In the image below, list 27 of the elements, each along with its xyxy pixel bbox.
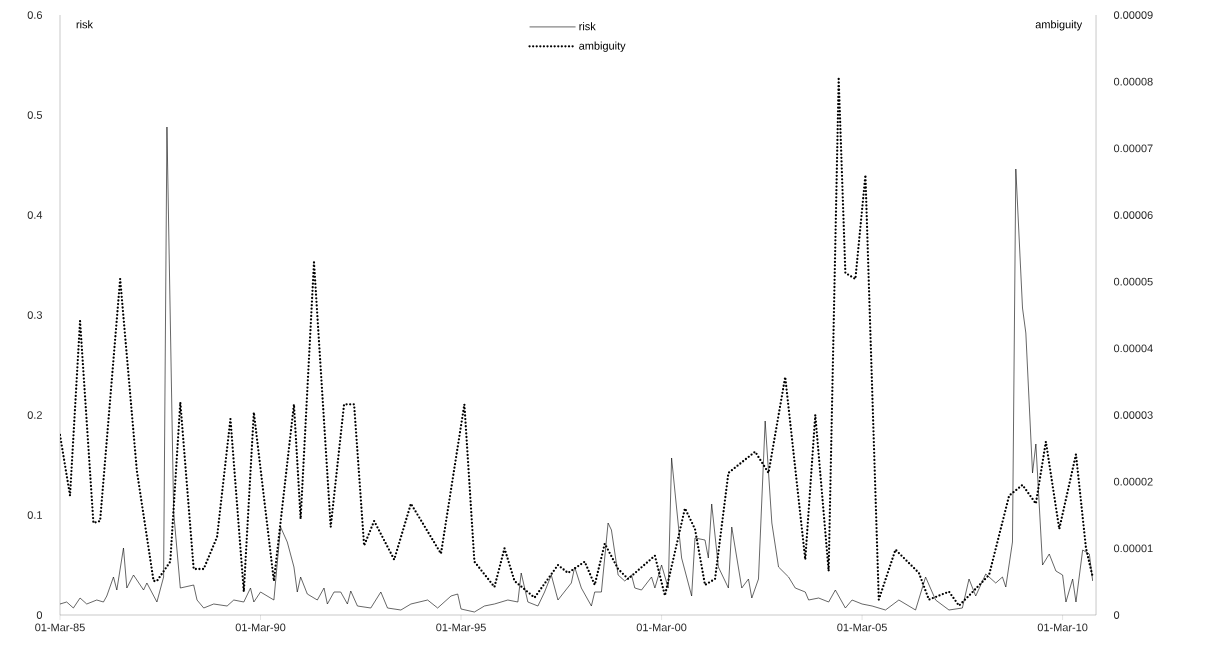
y2-tick-label: 0.00007 xyxy=(1113,144,1153,153)
y-tick-label: 0.2 xyxy=(27,411,42,419)
x-tick-label: 01-Mar-90 xyxy=(235,623,286,632)
y2-tick-label: 0.00003 xyxy=(1113,411,1153,419)
y-tick-label: 0.6 xyxy=(27,11,42,19)
y2-tick-label: 0.00009 xyxy=(1113,11,1153,19)
y-tick-label: 0.1 xyxy=(27,511,42,519)
y2-tick-label: 0.00004 xyxy=(1113,344,1153,353)
x-tick-label: 01-Mar-00 xyxy=(636,623,687,632)
x-tick-label: 01-Mar-05 xyxy=(837,623,887,632)
y2-tick-label: 0.00005 xyxy=(1113,277,1153,286)
y-tick-label: 0.5 xyxy=(27,111,43,119)
y2-tick-label: 0 xyxy=(1113,611,1120,619)
y2-tick-label: 0.00002 xyxy=(1113,477,1153,486)
y2-tick-label: 0.00001 xyxy=(1113,544,1153,553)
x-tick-label: 01-Mar-95 xyxy=(436,623,486,632)
y-tick-label: 0 xyxy=(36,611,43,619)
y2-tick-label: 0.00006 xyxy=(1113,211,1153,219)
y-axis-title: risk xyxy=(76,20,94,29)
x-tick-label: 01-Mar-85 xyxy=(35,623,85,632)
x-tick-label: 01-Mar-10 xyxy=(1037,623,1088,632)
y2-axis-title: ambiguity xyxy=(1035,20,1083,31)
legend-label: ambiguity xyxy=(579,41,626,52)
y-tick-label: 0.3 xyxy=(27,311,42,319)
y2-tick-label: 0.00008 xyxy=(1113,77,1153,86)
y-tick-label: 0.4 xyxy=(27,211,43,219)
legend-label: risk xyxy=(579,22,596,31)
